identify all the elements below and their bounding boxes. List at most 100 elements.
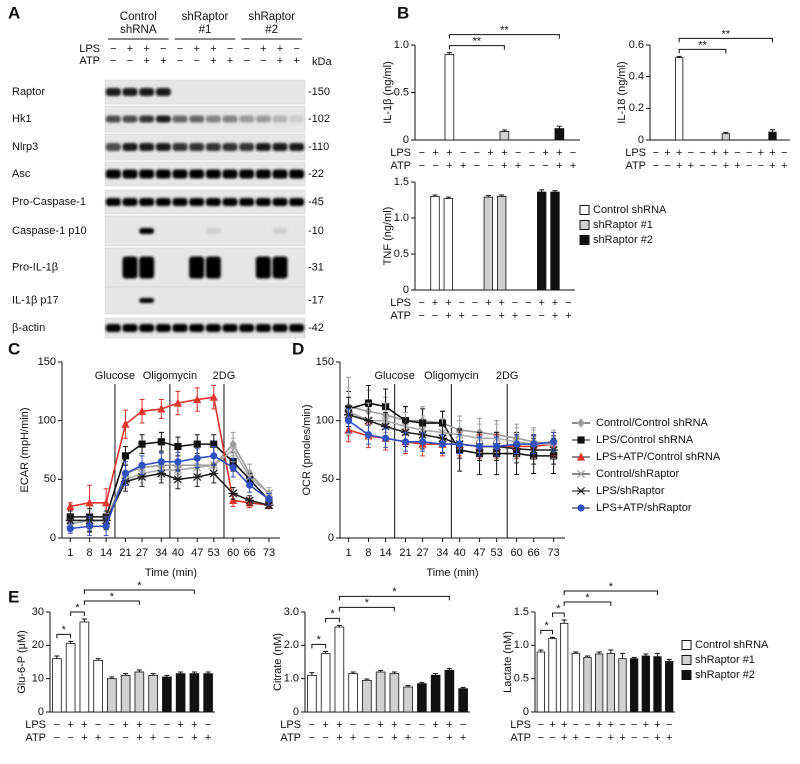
- condition-sign: −: [293, 43, 299, 55]
- condition-sign: +: [127, 43, 133, 55]
- y-tick-label: 1.0: [514, 639, 529, 651]
- kda-marker: -102: [308, 113, 330, 125]
- blot-strip: [104, 215, 306, 247]
- bar: [362, 679, 372, 713]
- marker: [66, 525, 74, 533]
- blot-band: [155, 88, 171, 96]
- condition-sign: −: [565, 297, 571, 309]
- condition-sign: −: [699, 160, 705, 172]
- blot-band: [105, 88, 121, 96]
- condition-sign: −: [109, 732, 115, 744]
- panel-label: B: [397, 3, 409, 22]
- blot-band: [205, 115, 221, 123]
- legend-swatch: [681, 670, 692, 680]
- blot-band: [122, 198, 138, 206]
- marker: [157, 458, 165, 466]
- condition-sign: +: [676, 160, 682, 172]
- condition-label: ATP: [625, 160, 646, 172]
- condition-sign: +: [711, 147, 717, 159]
- blot-band: [172, 198, 188, 206]
- x-tick-label: 60: [227, 547, 239, 559]
- blot-band: [272, 324, 288, 332]
- bar: [641, 655, 650, 713]
- blot-band: [189, 143, 205, 151]
- condition-sign: +: [608, 732, 614, 744]
- blot-band: [172, 143, 188, 151]
- condition-sign: −: [474, 160, 480, 172]
- marker: [228, 445, 238, 455]
- error-bar: [378, 669, 384, 672]
- group-header: Control: [120, 11, 157, 23]
- y-axis-label: OCR (pmoles/min): [301, 404, 313, 495]
- marker: [121, 452, 130, 460]
- significance-bracket: [311, 643, 327, 649]
- condition-sign: +: [723, 160, 729, 172]
- marker: [174, 442, 182, 451]
- condition-sign: −: [584, 732, 590, 744]
- significance-label: **: [698, 39, 707, 51]
- blot-band: [289, 143, 305, 151]
- x-tick-label: 53: [208, 547, 220, 559]
- y-axis-label: TNF (ng/ml): [382, 207, 394, 266]
- condition-sign: −: [432, 160, 438, 172]
- marker: [512, 440, 521, 448]
- marker: [364, 431, 373, 439]
- error-bar: [391, 671, 397, 674]
- bar: [560, 622, 569, 713]
- marker: [228, 495, 238, 505]
- blot-band: [122, 169, 138, 179]
- marker: [138, 440, 146, 448]
- bar: [189, 673, 200, 713]
- blot-band: [272, 115, 288, 123]
- condition-sign: +: [561, 732, 567, 744]
- error-bar: [109, 676, 115, 679]
- condition-sign: −: [377, 732, 383, 744]
- condition-sign: +: [498, 297, 504, 309]
- blot-band: [105, 198, 121, 206]
- blot-band: [222, 143, 238, 151]
- bar: [443, 198, 454, 291]
- y-tick-label: 1.0: [394, 39, 409, 51]
- bar: [93, 659, 103, 713]
- blot-strip: [104, 133, 306, 161]
- error-bar: [123, 673, 129, 676]
- condition-sign: +: [460, 732, 466, 744]
- blot-band: [172, 169, 188, 179]
- condition-sign: −: [177, 732, 183, 744]
- error-bar: [585, 655, 590, 658]
- marker: [193, 454, 201, 462]
- condition-sign: −: [758, 160, 764, 172]
- error-bar: [460, 686, 466, 689]
- condition-sign: −: [711, 160, 717, 172]
- significance-label: *: [317, 634, 322, 646]
- y-tick-label: 0.2: [629, 102, 644, 114]
- condition-sign: −: [205, 719, 211, 731]
- blot-band: [155, 324, 171, 332]
- blot-band: [189, 198, 205, 206]
- bar: [499, 131, 510, 141]
- blot-band: [239, 169, 255, 179]
- condition-sign: +: [487, 147, 493, 159]
- bar: [537, 191, 547, 291]
- legend-label: Control/Control shRNA: [596, 417, 709, 429]
- blot-band: [139, 169, 155, 179]
- error-bar: [573, 651, 579, 654]
- y-tick-label: 3.0: [284, 606, 299, 618]
- blot-band: [239, 324, 255, 332]
- x-tick-label: 27: [416, 547, 428, 559]
- marker: [576, 486, 586, 496]
- blot-band: [272, 169, 288, 179]
- condition-label: ATP: [79, 55, 100, 67]
- condition-sign: +: [446, 732, 452, 744]
- marker: [493, 442, 501, 451]
- bar: [675, 57, 684, 141]
- condition-sign: −: [538, 732, 544, 744]
- bar: [768, 131, 777, 141]
- bar: [52, 658, 62, 713]
- marker: [65, 516, 75, 525]
- blot-band: [255, 169, 271, 179]
- y-axis-label: IL-1β (ng/ml): [382, 61, 394, 124]
- legend-swatch: [579, 205, 590, 215]
- condition-sign: −: [458, 297, 464, 309]
- blot-band: [139, 256, 155, 279]
